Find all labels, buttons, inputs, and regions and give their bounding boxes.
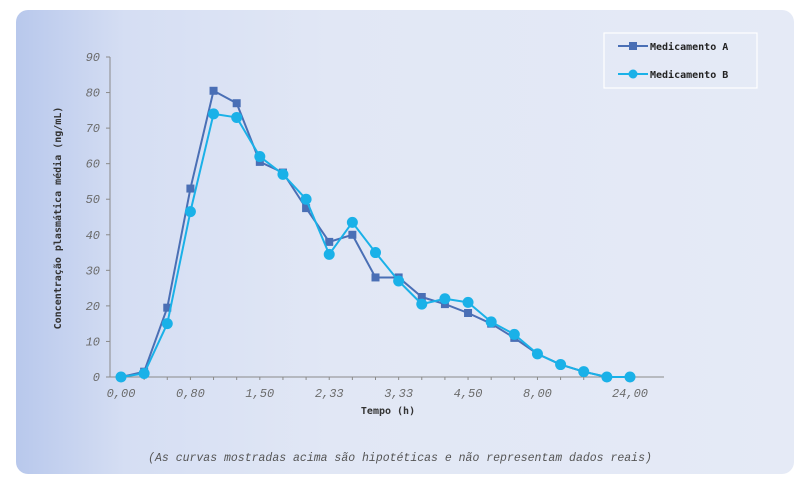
chart-legend: Medicamento A Medicamento B — [603, 32, 758, 89]
footnote: (As curvas mostradas acima são hipotétic… — [148, 452, 652, 465]
y-tick-label: 30 — [86, 264, 100, 278]
data-point-medicamento-a — [464, 309, 473, 317]
y-tick-label: 40 — [86, 229, 100, 243]
data-point-medicamento-b — [393, 275, 405, 287]
data-point-medicamento-a — [186, 184, 195, 193]
x-tick-label: 24,00 — [612, 387, 648, 401]
series-line-medicamento-b — [120, 112, 630, 378]
data-point-medicamento-b — [508, 328, 520, 340]
chart-panel — [16, 10, 794, 474]
data-point-medicamento-b — [277, 168, 289, 180]
data-point-medicamento-b — [485, 316, 497, 328]
data-point-medicamento-b — [231, 111, 243, 123]
y-axis-title: Concentração plasmática média (ng/mL) — [52, 107, 64, 330]
data-point-medicamento-b — [346, 216, 358, 228]
series-medicamento-a — [117, 86, 611, 381]
data-point-medicamento-a — [232, 99, 241, 108]
series-layer — [115, 86, 636, 383]
series-line-medicamento-a — [120, 89, 608, 378]
data-point-medicamento-b — [439, 293, 451, 305]
x-tick-label: 8,00 — [523, 387, 552, 401]
chart-axes: 0 10 20 30 40 50 60 70 80 90 0,00 0,80 1,50 2,33 3,33 4… — [86, 51, 664, 401]
data-point-medicamento-a — [325, 237, 334, 246]
x-tick-label: 4,50 — [454, 387, 483, 401]
data-point-medicamento-b — [416, 298, 428, 310]
data-point-medicamento-b — [601, 371, 613, 383]
data-point-medicamento-b — [254, 151, 266, 163]
data-point-medicamento-a — [302, 204, 311, 213]
legend-marker-medicamento-a — [629, 42, 637, 50]
legend-label-medicamento-b: Medicamento B — [650, 69, 728, 81]
data-point-medicamento-b — [531, 348, 543, 360]
legend-box — [603, 32, 758, 89]
x-axis-title: Tempo (h) — [361, 406, 415, 417]
data-point-medicamento-b — [624, 371, 636, 383]
data-point-medicamento-b — [555, 359, 567, 371]
data-point-medicamento-a — [417, 293, 426, 301]
y-tick-label: 80 — [86, 87, 100, 101]
data-point-medicamento-b — [184, 206, 196, 218]
x-tick-label: 1,50 — [245, 387, 274, 401]
data-point-medicamento-b — [115, 371, 127, 383]
legend-label-medicamento-a: Medicamento A — [650, 41, 728, 53]
y-tick-label: 10 — [86, 335, 100, 349]
data-point-medicamento-a — [209, 86, 218, 95]
x-tick-label: 0,80 — [176, 387, 205, 401]
x-tick-label: 2,33 — [315, 387, 344, 401]
x-tick-label: 0,00 — [107, 387, 136, 401]
data-point-medicamento-b — [138, 367, 150, 379]
data-point-medicamento-b — [578, 366, 590, 378]
data-point-medicamento-b — [208, 108, 220, 120]
data-point-medicamento-b — [370, 247, 381, 259]
data-point-medicamento-b — [462, 296, 474, 308]
y-tick-label: 50 — [86, 193, 100, 207]
y-tick-label: 70 — [86, 122, 100, 136]
data-point-medicamento-a — [371, 273, 380, 282]
x-tick-label: 3,33 — [384, 387, 413, 401]
y-tick-label: 0 — [93, 371, 100, 385]
y-tick-label: 60 — [86, 158, 100, 172]
data-point-medicamento-a — [348, 230, 357, 239]
data-point-medicamento-b — [300, 193, 312, 205]
data-point-medicamento-b — [161, 318, 173, 330]
series-medicamento-b — [115, 108, 636, 383]
y-tick-label: 20 — [86, 300, 100, 314]
data-point-medicamento-a — [163, 303, 172, 312]
y-tick-label: 90 — [86, 51, 100, 65]
data-point-medicamento-b — [323, 248, 335, 260]
legend-marker-medicamento-b — [628, 69, 638, 79]
